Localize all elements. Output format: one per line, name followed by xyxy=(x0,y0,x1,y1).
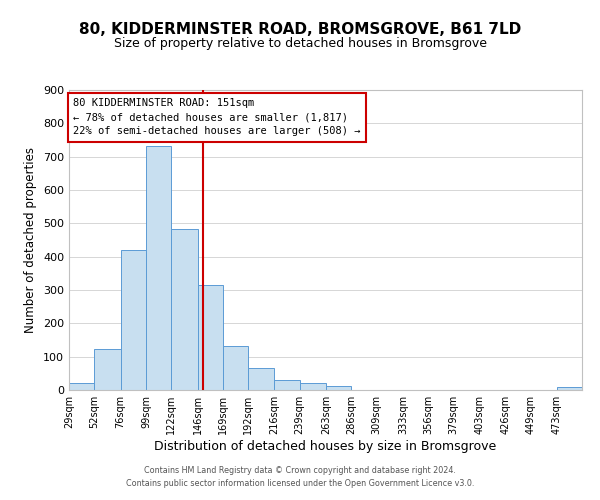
Bar xyxy=(274,380,299,390)
Bar xyxy=(248,368,274,390)
X-axis label: Distribution of detached houses by size in Bromsgrove: Distribution of detached houses by size … xyxy=(154,440,497,453)
Text: 80 KIDDERMINSTER ROAD: 151sqm
← 78% of detached houses are smaller (1,817)
22% o: 80 KIDDERMINSTER ROAD: 151sqm ← 78% of d… xyxy=(73,98,361,136)
Bar xyxy=(299,382,326,390)
Bar xyxy=(557,388,582,390)
Bar xyxy=(94,350,121,390)
Text: Size of property relative to detached houses in Bromsgrove: Size of property relative to detached ho… xyxy=(113,38,487,51)
Bar xyxy=(69,382,94,390)
Text: 80, KIDDERMINSTER ROAD, BROMSGROVE, B61 7LD: 80, KIDDERMINSTER ROAD, BROMSGROVE, B61 … xyxy=(79,22,521,38)
Bar xyxy=(326,386,352,390)
Y-axis label: Number of detached properties: Number of detached properties xyxy=(25,147,37,333)
Bar xyxy=(197,284,223,390)
Bar xyxy=(171,229,197,390)
Bar xyxy=(146,146,171,390)
Text: Contains HM Land Registry data © Crown copyright and database right 2024.
Contai: Contains HM Land Registry data © Crown c… xyxy=(126,466,474,487)
Bar xyxy=(223,346,248,390)
Bar xyxy=(121,250,146,390)
